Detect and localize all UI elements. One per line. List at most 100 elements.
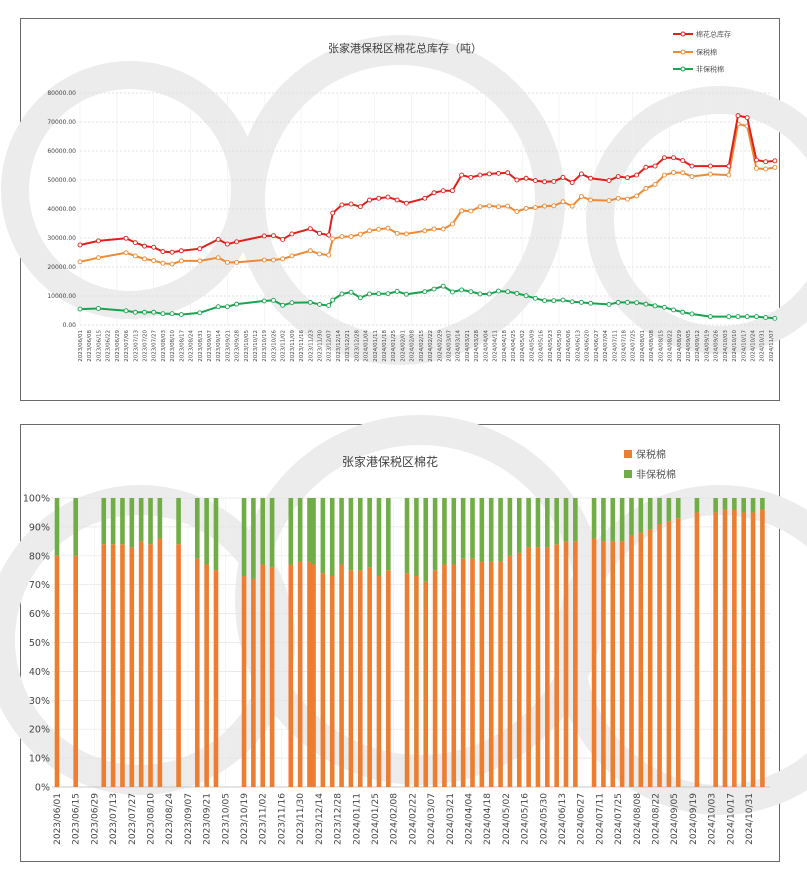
data-point [197, 246, 203, 252]
bar-stack [666, 498, 672, 787]
data-point [280, 302, 286, 308]
x-tick-label: 2024/03/21 [465, 330, 471, 362]
x-tick-label: 2024/04/18 [502, 330, 508, 362]
bar-stack [694, 498, 700, 787]
bar-stack [138, 498, 144, 787]
bar-bonded [647, 529, 653, 787]
bar-non-bonded [357, 498, 363, 571]
bar-non-bonded [722, 498, 728, 510]
x-tick-label: 2023/12/28 [334, 793, 344, 845]
bar-non-bonded [110, 498, 116, 545]
bar-bonded [129, 547, 135, 787]
bar-bonded [367, 567, 372, 787]
x-tick-label: 2024/02/15 [419, 330, 425, 362]
bar-non-bonded [535, 498, 541, 548]
data-point [289, 253, 295, 259]
x-tick-label: 2024/09/12 [695, 330, 701, 362]
data-point [431, 286, 437, 292]
x-tick-label: 2023/10/26 [271, 330, 277, 362]
data-point [643, 164, 649, 170]
data-point [289, 231, 295, 237]
bar-bonded [732, 509, 737, 787]
x-tick-label: 2023/07/06 [124, 330, 130, 362]
x-tick-label: 2024/10/31 [760, 330, 766, 362]
bar-non-bonded [367, 498, 372, 568]
chart-title: 张家港保税区棉花 [342, 454, 438, 469]
x-tick-label: 2023/06/22 [106, 330, 112, 362]
x-tick-label: 2023/08/10 [170, 330, 176, 362]
data-point [689, 163, 695, 169]
bar-stack [329, 498, 335, 787]
bar-non-bonded [269, 498, 275, 568]
legend: 保税棉 非保税棉 [624, 448, 676, 481]
x-tick-label: 2024/04/25 [511, 330, 517, 362]
data-point [744, 115, 750, 121]
data-point [367, 197, 372, 203]
data-point [197, 310, 203, 316]
x-tick-label: 2024/07/11 [612, 330, 618, 362]
y-tick-label: 20% [29, 725, 50, 736]
bar-non-bonded [101, 498, 107, 545]
data-point [422, 195, 428, 201]
data-point [643, 185, 649, 191]
bar-stack [120, 498, 125, 787]
data-point [261, 233, 267, 239]
bar-stack [507, 498, 513, 787]
x-tick-label: 2024/09/19 [704, 330, 710, 362]
data-point [317, 230, 322, 236]
x-tick-label: 2024/02/29 [437, 330, 443, 362]
bar-non-bonded [563, 498, 569, 542]
data-point [652, 181, 658, 187]
data-point [560, 297, 566, 303]
data-point [542, 203, 547, 209]
data-point [468, 289, 474, 295]
data-point [326, 232, 332, 238]
x-tick-label: 2023/11/30 [318, 330, 324, 362]
bar-bonded [311, 564, 316, 787]
data-point [330, 236, 336, 242]
legend-label: 保税棉 [636, 448, 666, 461]
data-point [763, 166, 769, 172]
bar-non-bonded [750, 498, 756, 513]
data-point [560, 199, 566, 205]
x-tick-label: 2023/11/09 [290, 330, 296, 362]
y-tick-label: 70% [29, 580, 50, 591]
x-tick-label: 2024/04/18 [483, 793, 493, 845]
data-point [661, 155, 667, 161]
x-tick-label: 2023/11/02 [259, 793, 269, 845]
x-tick-label: 2024/05/02 [520, 330, 526, 362]
bar-stack [386, 498, 391, 787]
data-point [271, 257, 276, 263]
bar-stack [157, 498, 163, 787]
bar-non-bonded [148, 498, 153, 545]
x-tick-label: 2024/09/26 [714, 330, 720, 362]
data-point [289, 300, 295, 306]
data-point [357, 231, 363, 237]
data-point [542, 298, 547, 304]
bar-non-bonded [741, 498, 747, 513]
bar-stack [638, 498, 644, 787]
bar-non-bonded [657, 498, 662, 525]
bar-bonded [610, 541, 616, 787]
y-gridlines [52, 497, 770, 788]
bar-bonded [120, 544, 125, 787]
data-point [151, 309, 157, 315]
data-point [403, 200, 409, 206]
data-point [178, 258, 184, 264]
data-point [142, 309, 147, 315]
legend-item-total: 棉花总库存 [673, 30, 731, 39]
data-point [280, 256, 286, 262]
x-tick-label: 2024/03/07 [446, 330, 452, 362]
data-point [132, 240, 138, 246]
bar-stack [148, 498, 153, 787]
series-bonded [77, 121, 778, 267]
data-point [348, 201, 354, 207]
bar-stack [713, 498, 718, 787]
bar-non-bonded [479, 498, 485, 562]
x-tick-label: 2023/06/08 [87, 330, 93, 362]
data-point [449, 221, 455, 227]
data-point [523, 175, 529, 181]
bar-stack [110, 498, 116, 787]
data-point [643, 301, 649, 307]
bar-bonded [563, 541, 569, 787]
